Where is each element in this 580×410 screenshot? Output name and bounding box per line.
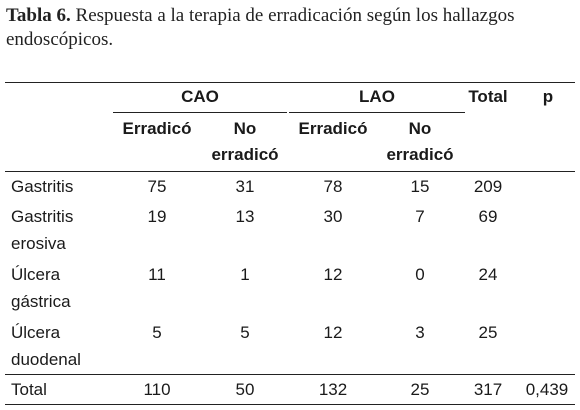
- table-cell: 75: [147, 177, 167, 196]
- row-label: Úlcera: [11, 323, 61, 342]
- table-cell: 15: [410, 177, 430, 196]
- header-bottom-rule: [5, 171, 575, 172]
- header-total: Total: [468, 87, 508, 106]
- total-cell: 317: [473, 380, 503, 399]
- header-p: p: [542, 87, 554, 106]
- caption-line-2: endoscópicos.: [6, 29, 114, 50]
- table-cell: 1: [240, 265, 250, 284]
- table-cell: 5: [152, 323, 162, 342]
- table-cell: 12: [323, 265, 343, 284]
- lao-group-rule: [289, 112, 465, 113]
- p-value-cell: 0,439: [525, 380, 569, 399]
- table-cell: 209: [473, 177, 503, 196]
- table-cell: 30: [323, 207, 343, 226]
- table-cell: 11: [148, 265, 166, 284]
- table-cell: 19: [147, 207, 167, 226]
- table-cell: 31: [235, 177, 255, 196]
- table-cell: 78: [323, 177, 343, 196]
- table-cell: 13: [235, 207, 255, 226]
- cao-group-rule: [113, 112, 287, 113]
- header-lao: LAO: [359, 87, 395, 106]
- table-cell: 69: [478, 207, 498, 226]
- row-label: Úlcera: [11, 265, 61, 284]
- table-cell: 25: [478, 323, 498, 342]
- table-bottom-rule: [5, 404, 575, 405]
- row-label-2: erosiva: [11, 234, 66, 253]
- row-label: Gastritis: [11, 207, 74, 226]
- total-row-label: Total: [11, 380, 47, 399]
- subheader-cao-erradico: Erradicó: [122, 119, 192, 138]
- table-cell: 7: [415, 207, 425, 226]
- total-cell: 25: [410, 380, 430, 399]
- total-cell: 132: [318, 380, 348, 399]
- total-cell: 50: [235, 380, 255, 399]
- row-label-2: gástrica: [11, 292, 71, 311]
- header-cao: CAO: [181, 87, 219, 106]
- row-label-2: duodenal: [11, 350, 81, 369]
- subheader-cao-no: No: [233, 119, 257, 138]
- table-cell: 24: [478, 265, 498, 284]
- caption-line-1: Tabla 6. Respuesta a la terapia de errad…: [6, 4, 572, 28]
- total-cell: 110: [143, 380, 171, 399]
- row-label: Gastritis: [11, 177, 74, 196]
- caption-text-1: Respuesta a la terapia de erradicación s…: [75, 5, 515, 26]
- subheader-lao-erradico-2: erradicó: [386, 145, 454, 164]
- table-cell: 0: [415, 265, 425, 284]
- table-top-rule: [5, 82, 575, 83]
- table-cell: 12: [323, 323, 343, 342]
- table-cell: 3: [415, 323, 425, 342]
- subheader-lao-erradico: Erradicó: [298, 119, 368, 138]
- total-top-rule: [5, 374, 575, 375]
- table-caption: Tabla 6. Respuesta a la terapia de errad…: [6, 4, 572, 52]
- subheader-lao-no: No: [408, 119, 432, 138]
- table-cell: 5: [240, 323, 250, 342]
- subheader-cao-erradico-2: erradicó: [211, 145, 279, 164]
- caption-label: Tabla 6.: [6, 5, 71, 26]
